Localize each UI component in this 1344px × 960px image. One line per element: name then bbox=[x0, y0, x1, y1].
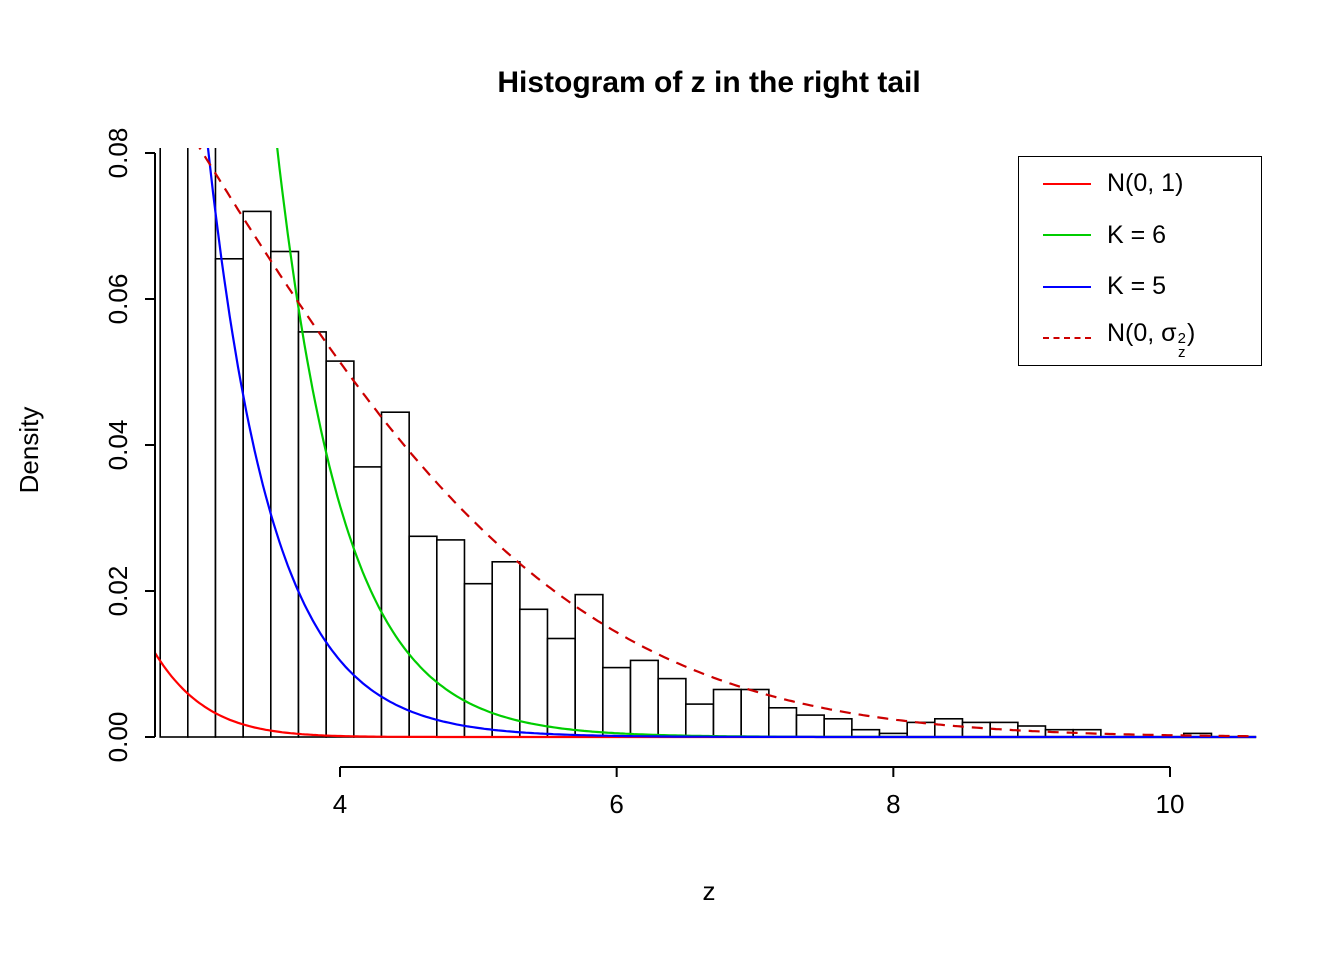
legend-label: N(0, σ 2 z) bbox=[1107, 319, 1196, 361]
legend-label: K = 6 bbox=[1107, 220, 1167, 249]
plot-title: Histogram of z in the right tail bbox=[497, 66, 920, 99]
histogram-bar bbox=[463, 582, 493, 738]
histogram-bar bbox=[823, 717, 853, 738]
histogram-bar bbox=[491, 560, 521, 738]
histogram-bar bbox=[187, 148, 217, 738]
y-tick-label: 0.04 bbox=[103, 420, 133, 471]
histogram-bars bbox=[159, 148, 1213, 738]
line-swatch bbox=[1043, 285, 1091, 288]
histogram-bar bbox=[906, 721, 936, 738]
x-tick-label: 10 bbox=[1156, 789, 1185, 819]
line-swatch bbox=[1043, 234, 1091, 237]
histogram-bar bbox=[684, 703, 715, 738]
legend-item-k-5: K = 5 bbox=[1019, 262, 1261, 312]
histogram-bar bbox=[767, 706, 798, 738]
x-tick-label: 8 bbox=[886, 789, 900, 819]
histogram-bar bbox=[214, 257, 244, 738]
histogram-bar bbox=[297, 331, 327, 738]
line-swatch bbox=[1043, 182, 1091, 185]
histogram-bar bbox=[629, 659, 659, 738]
histogram-bar bbox=[712, 688, 742, 738]
legend-item-n-0-z: N(0, σ 2 z) bbox=[1019, 313, 1261, 363]
y-axis-label: Density bbox=[14, 407, 44, 494]
histogram-bar bbox=[795, 714, 825, 738]
histogram-bar bbox=[601, 666, 632, 738]
y-tick-label: 0.00 bbox=[103, 712, 133, 763]
histogram-bar bbox=[657, 677, 687, 738]
legend-item-k-6: K = 6 bbox=[1019, 210, 1261, 260]
y-tick-label: 0.02 bbox=[103, 566, 133, 617]
y-tick-label: 0.06 bbox=[103, 274, 133, 325]
dashed-line-swatch bbox=[1043, 337, 1091, 340]
curve-n-0-z bbox=[198, 148, 1257, 738]
histogram-bar bbox=[269, 250, 300, 738]
histogram-bar bbox=[574, 593, 604, 738]
x-tick-label: 6 bbox=[609, 789, 623, 819]
legend-label: K = 5 bbox=[1107, 272, 1167, 301]
legend-item-n-0-1: N(0, 1) bbox=[1019, 159, 1261, 209]
curve-k-5 bbox=[206, 148, 1257, 739]
histogram-bar bbox=[961, 721, 991, 738]
histogram-bar bbox=[242, 210, 272, 738]
y-tick-label: 0.08 bbox=[103, 128, 133, 179]
histogram-bar bbox=[380, 411, 410, 738]
axes: 4 6 8 10 0.00 0.02 0.04 0.06 0.08 bbox=[103, 128, 1184, 819]
legend: N(0, 1) K = 6 K = 5 N(0, σ 2 z) bbox=[1018, 156, 1262, 366]
histogram-bar bbox=[435, 539, 466, 738]
x-tick-label: 4 bbox=[333, 789, 347, 819]
histogram-bar bbox=[546, 637, 576, 738]
legend-label: N(0, 1) bbox=[1107, 169, 1184, 198]
histogram-bar bbox=[325, 360, 355, 738]
histogram-bar bbox=[408, 535, 438, 738]
density-curves bbox=[154, 148, 1257, 739]
histogram-bar bbox=[740, 688, 770, 738]
x-axis-label: z bbox=[703, 876, 716, 906]
histogram-bar bbox=[518, 608, 549, 738]
histogram-bar bbox=[159, 148, 189, 738]
histogram-bar bbox=[933, 717, 964, 738]
